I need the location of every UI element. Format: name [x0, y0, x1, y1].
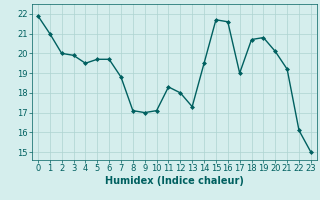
- X-axis label: Humidex (Indice chaleur): Humidex (Indice chaleur): [105, 176, 244, 186]
